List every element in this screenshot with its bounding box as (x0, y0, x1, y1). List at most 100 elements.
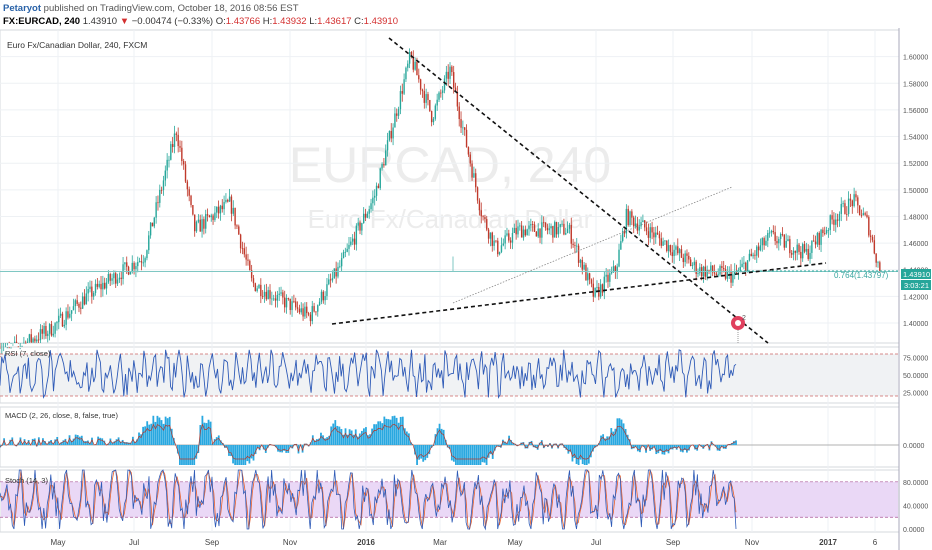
macd-bar (483, 445, 486, 463)
stoch-k-line (0, 469, 737, 531)
candle-body (487, 229, 490, 239)
candle-body (508, 233, 510, 241)
candle-body (372, 197, 374, 204)
macd-bar (493, 445, 496, 451)
candle-body (103, 282, 106, 289)
macd-bar (673, 445, 676, 448)
candle-body (662, 241, 664, 246)
macd-bar (663, 445, 666, 455)
macd-bar (371, 428, 373, 445)
candle-body (570, 224, 572, 244)
macd-bar (27, 439, 30, 445)
candle-body (52, 333, 54, 336)
macd-bar (594, 445, 596, 448)
candle-body (8, 347, 10, 349)
macd-bar (348, 429, 351, 445)
candle-body (710, 265, 712, 271)
candle-body (339, 266, 341, 268)
macd-bar (379, 421, 382, 445)
candle-body (214, 212, 216, 220)
candle-body (381, 164, 383, 169)
candle-body (263, 291, 266, 297)
candle-body (822, 229, 824, 234)
candle-body (844, 203, 846, 214)
candle-body (480, 210, 482, 217)
macd-bar (215, 437, 218, 445)
candle-body (682, 257, 684, 263)
candle-body (546, 227, 549, 231)
candle-body (478, 200, 481, 211)
candle-body (419, 79, 422, 90)
candle-body (574, 245, 576, 246)
candle-body (724, 269, 727, 279)
macd-bar (84, 441, 87, 445)
author-link[interactable]: Petaryot (3, 3, 42, 14)
candle-body (779, 234, 782, 239)
macd-bar (600, 435, 602, 445)
macd-bar (694, 445, 697, 450)
macd-bar (324, 438, 326, 445)
macd-bar (389, 419, 392, 445)
chart-area[interactable]: EURCAD, 240 Euro Fx/Canadian Dollar May J… (0, 28, 932, 550)
candle-body (140, 261, 143, 263)
candle-body (256, 288, 258, 292)
candle-body (410, 51, 413, 57)
macd-bar (358, 433, 361, 445)
candle-body (47, 333, 49, 337)
macd-bar (127, 442, 130, 445)
candle-body (333, 268, 336, 279)
candle-body (160, 189, 163, 191)
candle-body (137, 261, 139, 267)
macd-bar (461, 445, 463, 465)
macd-bar (111, 442, 114, 445)
candle-body (306, 306, 308, 314)
candle-body (162, 180, 165, 190)
candle-body (726, 271, 729, 279)
drawings[interactable] (0, 37, 900, 344)
candle-body (291, 301, 293, 311)
candle-body (719, 266, 721, 275)
candle-body (794, 250, 797, 253)
macd-bar (129, 442, 132, 445)
macd-bar (262, 445, 265, 450)
candle-body (17, 346, 20, 348)
candle-body (868, 217, 870, 236)
candle-body (825, 230, 828, 234)
candle-body (792, 250, 795, 255)
rsi-line (0, 349, 737, 399)
macd-bar (616, 418, 619, 445)
candle-body (412, 56, 414, 70)
macd-bar (11, 437, 14, 445)
candle-body (807, 248, 809, 259)
macd-signal-line (0, 423, 737, 460)
candle-body (835, 219, 837, 225)
candle-body (519, 225, 521, 227)
macd-bar (395, 417, 398, 445)
candle-body (855, 194, 857, 198)
candle-body (469, 154, 471, 164)
candle-body (544, 222, 547, 228)
candle-body (489, 232, 492, 239)
y-tick-label: 1.50000 (903, 188, 928, 195)
candle-body (528, 225, 530, 230)
candle-body (781, 234, 784, 236)
candle-body (667, 245, 670, 252)
alert-icon[interactable]: 2 (731, 315, 746, 330)
macd-bar (487, 445, 490, 458)
macd-bar (148, 424, 151, 445)
macd-bar (189, 445, 192, 465)
candle-body (520, 225, 523, 238)
axes: May Jul Sep Nov 2016 Mar May Jul Sep Nov 2017 6 1.40… (50, 28, 928, 550)
candle-body (98, 283, 100, 287)
candle-body (739, 266, 741, 271)
candle-body (526, 229, 528, 236)
candle-body (436, 99, 438, 106)
candle-body (761, 238, 763, 246)
macd-bar (156, 415, 159, 445)
candle-body (212, 215, 214, 220)
y-tick-label: 1.58000 (903, 81, 928, 88)
macd-bar (534, 445, 537, 448)
macd-bar (455, 445, 457, 465)
candle-body (506, 233, 508, 236)
change-down-icon: ▼ (119, 16, 130, 27)
